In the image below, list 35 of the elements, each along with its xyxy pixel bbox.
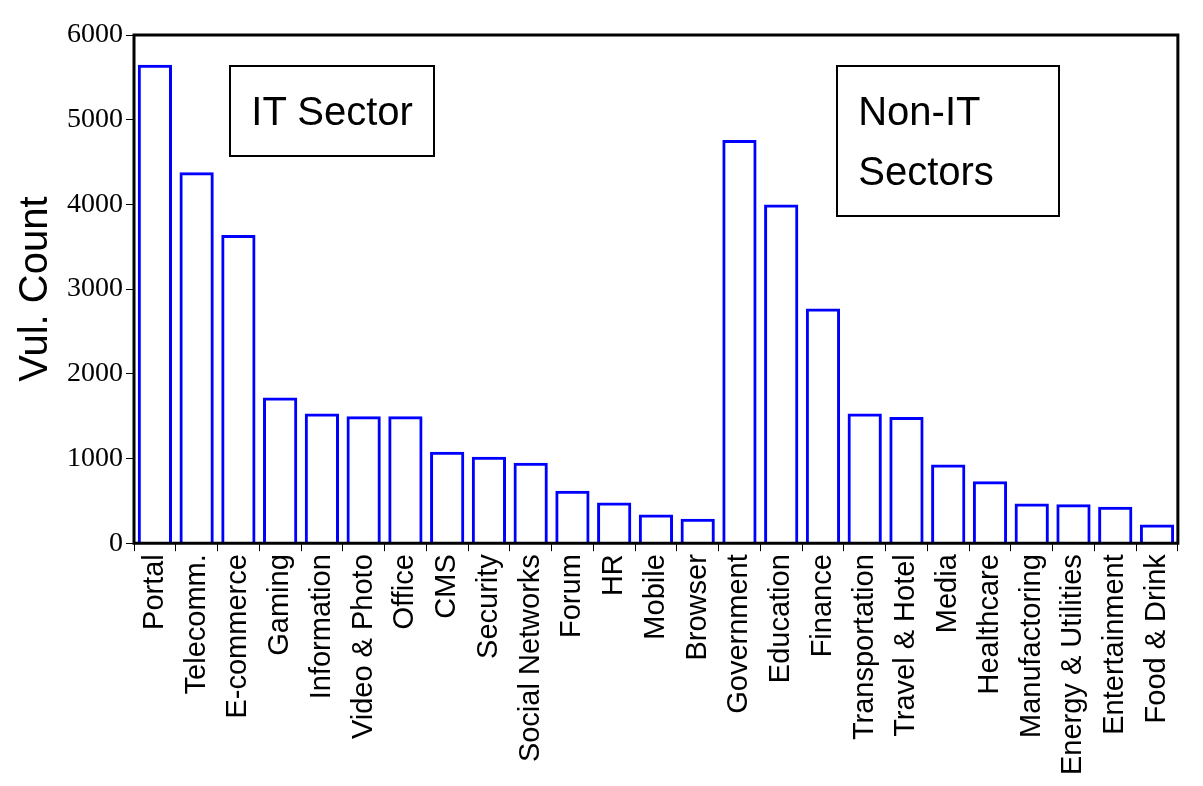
annotation: IT Sector bbox=[229, 65, 435, 157]
y-tick-label: 6000 bbox=[67, 17, 123, 49]
x-tick-label: Security bbox=[470, 553, 503, 659]
y-tick-label: 2000 bbox=[67, 356, 123, 388]
y-tick-label: 0 bbox=[109, 525, 123, 557]
x-tick-label: Entertainment bbox=[1097, 554, 1130, 735]
x-tick-label: Information bbox=[303, 554, 336, 700]
x-tick-label: Portal bbox=[136, 554, 169, 630]
y-tick-label: 4000 bbox=[67, 186, 123, 218]
y-tick-label: 3000 bbox=[67, 271, 123, 303]
x-tick-label: Education bbox=[763, 554, 796, 684]
x-tick-label: Travel & Hotel bbox=[888, 554, 921, 737]
x-tick-label: Telecomm. bbox=[178, 554, 211, 695]
y-tick-label: 5000 bbox=[67, 102, 123, 134]
x-tick-label: Healthcare bbox=[971, 554, 1004, 695]
x-tick-label: Government bbox=[721, 554, 754, 714]
x-tick-label: Finance bbox=[804, 554, 837, 658]
x-tick-label: Mobile bbox=[637, 554, 670, 640]
annotation: Non-IT Sectors bbox=[836, 65, 1061, 217]
x-tick-label: Gaming bbox=[262, 554, 295, 656]
x-tick-label: Media bbox=[930, 553, 963, 634]
x-tick-label: Office bbox=[387, 554, 420, 630]
x-tick-label: Browser bbox=[679, 553, 712, 661]
x-tick-label: E-commerce bbox=[220, 554, 253, 719]
x-tick-label: Transportation bbox=[846, 554, 879, 741]
x-tick-label: Video & Photo bbox=[345, 554, 378, 740]
x-tick-label: Forum bbox=[554, 554, 587, 638]
y-axis-title: Vul. Count bbox=[11, 196, 56, 382]
y-tick-label: 1000 bbox=[67, 440, 123, 472]
x-tick-label: Manufactoring bbox=[1013, 554, 1046, 738]
x-tick-label: CMS bbox=[429, 554, 462, 619]
x-tick-label: Food & Drink bbox=[1139, 553, 1171, 724]
x-tick-label: Energy & Utilities bbox=[1055, 554, 1088, 776]
x-tick-label: Social Networks bbox=[512, 554, 545, 763]
x-tick-label: HR bbox=[596, 554, 629, 597]
